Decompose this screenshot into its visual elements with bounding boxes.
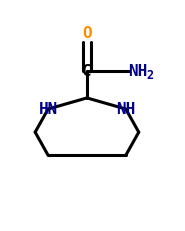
Text: NH: NH (116, 102, 135, 116)
Text: O: O (82, 26, 92, 41)
Text: HN: HN (38, 102, 58, 116)
Text: C: C (82, 64, 92, 79)
Text: 2: 2 (146, 69, 153, 82)
Text: NH: NH (129, 64, 148, 79)
